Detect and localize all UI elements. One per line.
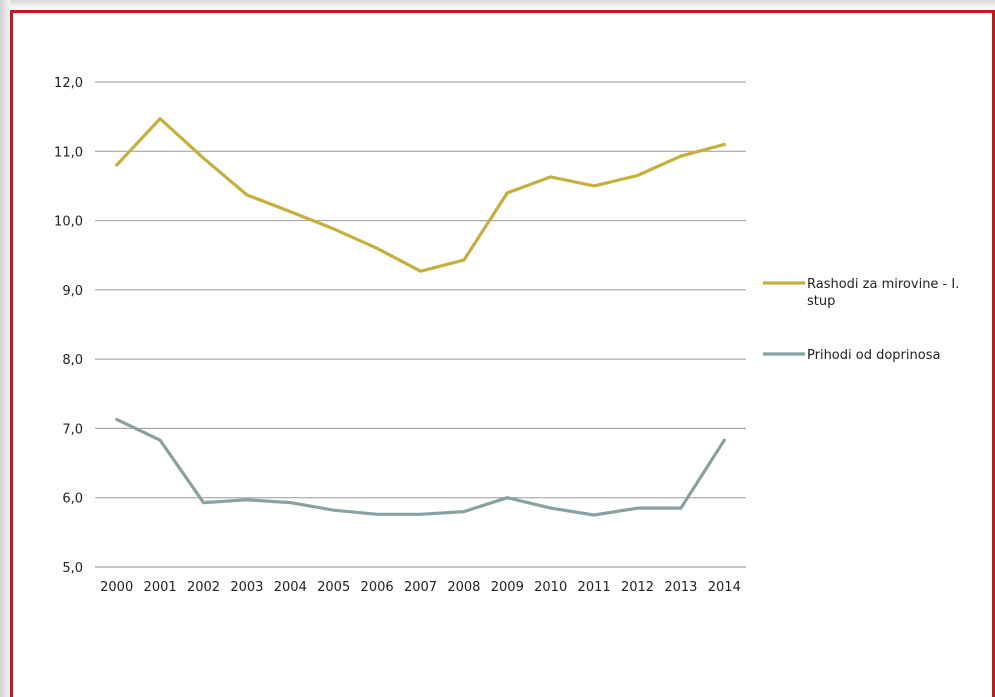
- legend-label: stup: [807, 294, 835, 309]
- x-axis-ticks: 2000 2001 2002 2003 2004 2005 2006 2007 2008 2009…: [100, 580, 741, 595]
- y-tick-label: 5,0: [62, 561, 83, 576]
- y-tick-label: 8,0: [62, 353, 83, 368]
- series-line-2: [115, 417, 726, 517]
- top-shade: [0, 0, 995, 10]
- x-tick-label: 2006: [361, 580, 394, 595]
- x-tick-label: 2008: [447, 580, 480, 595]
- series-line-1: [115, 117, 726, 273]
- y-tick-label: 12,0: [54, 76, 83, 91]
- x-tick-label: 2012: [621, 580, 654, 595]
- slide-frame: [10, 10, 995, 697]
- x-tick-label: 2009: [491, 580, 524, 595]
- y-tick-label: 9,0: [62, 284, 83, 299]
- x-tick-label: 2011: [578, 580, 611, 595]
- legend-label: Rashodi za mirovine - I.: [807, 277, 959, 292]
- x-tick-label: 2010: [534, 580, 567, 595]
- y-tick-label: 11,0: [54, 145, 83, 160]
- x-tick-label: 2003: [230, 580, 263, 595]
- legend-label: Prihodi od doprinosa: [807, 348, 940, 363]
- x-tick-label: 2001: [144, 580, 177, 595]
- y-tick-label: 6,0: [62, 492, 83, 507]
- x-tick-label: 2013: [664, 580, 697, 595]
- y-tick-label: 10,0: [54, 215, 83, 230]
- left-shade: [0, 0, 10, 697]
- x-tick-label: 2007: [404, 580, 437, 595]
- x-tick-label: 2014: [708, 580, 741, 595]
- x-tick-label: 2002: [187, 580, 220, 595]
- gridlines: [95, 81, 746, 568]
- legend: Rashodi za mirovine - I. stup Prihodi od d…: [763, 277, 959, 363]
- x-tick-label: 2005: [317, 580, 350, 595]
- x-tick-label: 2000: [100, 580, 133, 595]
- y-axis-ticks: 5,0 6,0 7,0 8,0 9,0 10,0 11,0 12,0: [54, 76, 83, 576]
- y-tick-label: 7,0: [62, 422, 83, 437]
- x-tick-label: 2004: [274, 580, 307, 595]
- series-lines: [115, 117, 726, 517]
